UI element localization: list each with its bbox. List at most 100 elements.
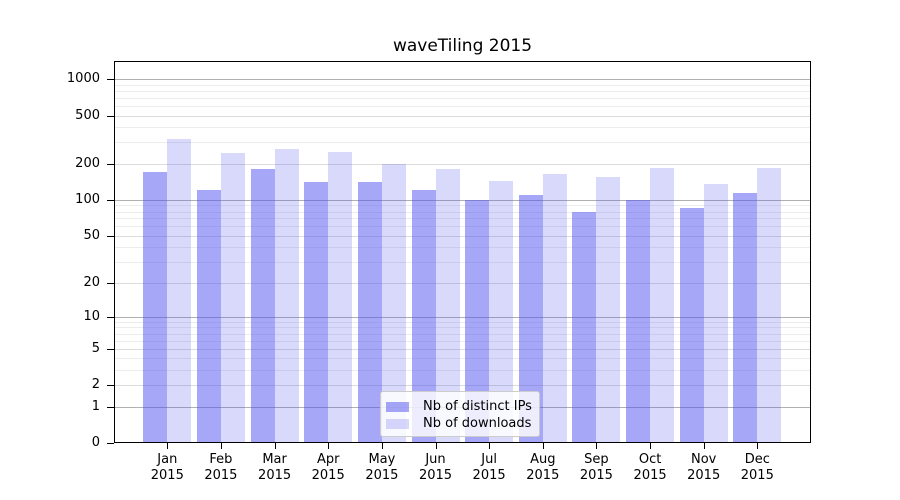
gridline-y-900 — [115, 84, 810, 86]
bar-nov-distinct-ips — [679, 208, 704, 442]
bar-mar-distinct-ips — [250, 169, 275, 442]
chart-title: waveTiling 2015 — [392, 36, 533, 56]
gridline-y-1000 — [115, 79, 810, 80]
y-tick-label-1000: 1000 — [66, 71, 100, 86]
gridline-y-90 — [115, 205, 810, 207]
x-tick-label-jul: Jul 2015 — [472, 452, 506, 483]
y-tick-label-2: 2 — [91, 377, 100, 393]
x-tick-label-jan: Jan 2015 — [150, 452, 184, 483]
y-tick-100 — [107, 199, 114, 201]
bar-aug-downloads — [542, 173, 567, 442]
x-tick-label-jun: Jun 2015 — [418, 452, 453, 483]
gridline-y-100 — [115, 199, 810, 201]
gridline-y-2 — [115, 385, 810, 387]
legend-entry-downloads: Nb of downloads — [386, 415, 531, 432]
x-tick-oct — [650, 443, 652, 449]
bar-nov-downloads — [703, 184, 728, 442]
x-tick-jul — [489, 443, 491, 449]
y-tick-label-20: 20 — [83, 274, 100, 290]
x-tick-dec — [757, 443, 759, 449]
legend: Nb of distinct IPs Nb of downloads — [380, 391, 540, 437]
bar-dec-distinct-ips — [733, 192, 758, 442]
y-tick-label-100: 100 — [75, 191, 100, 207]
bar-may-distinct-ips — [357, 182, 382, 442]
x-tick-label-aug: Aug 2015 — [526, 452, 560, 483]
x-tick-label-sep: Sep 2015 — [579, 452, 613, 483]
x-tick-label-mar: Mar 2015 — [258, 452, 292, 483]
x-tick-apr — [328, 443, 330, 449]
x-tick-nov — [703, 443, 705, 449]
x-tick-feb — [220, 443, 222, 449]
x-tick-label-oct: Oct 2015 — [633, 452, 667, 483]
y-tick-50 — [107, 235, 114, 237]
gridline-y-10 — [115, 316, 810, 318]
y-tick-label-1: 1 — [91, 398, 100, 414]
y-tick-label-500: 500 — [75, 107, 100, 123]
legend-label-downloads: Nb of downloads — [423, 416, 532, 431]
gridline-y-600 — [115, 105, 810, 107]
x-tick-mar — [274, 443, 276, 449]
gridline-y-6 — [115, 340, 810, 342]
gridline-y-4 — [115, 358, 810, 360]
x-tick-jun — [435, 443, 437, 449]
bar-oct-distinct-ips — [626, 199, 651, 442]
plot-area — [114, 61, 811, 443]
y-tick-10 — [107, 316, 114, 318]
gridline-y-3 — [115, 370, 810, 371]
y-tick-label-50: 50 — [83, 227, 100, 243]
gridline-y-60 — [115, 226, 810, 228]
x-tick-sep — [596, 443, 598, 449]
x-tick-aug — [542, 443, 544, 449]
bar-apr-distinct-ips — [304, 182, 329, 442]
gridline-y-700 — [115, 97, 810, 99]
y-tick-1000 — [107, 79, 114, 80]
y-tick-label-200: 200 — [75, 155, 100, 171]
gridline-y-400 — [115, 127, 810, 129]
bar-dec-downloads — [757, 167, 782, 442]
gridline-y-30 — [115, 262, 810, 264]
y-tick-20 — [107, 282, 114, 284]
legend-swatch-downloads — [386, 418, 409, 429]
gridline-y-50 — [115, 235, 810, 237]
bar-oct-downloads — [650, 167, 675, 442]
gridline-y-500 — [115, 115, 810, 117]
bar-feb-distinct-ips — [196, 190, 221, 442]
y-tick-5 — [107, 348, 114, 350]
bar-sep-downloads — [596, 177, 621, 442]
gridline-y-70 — [115, 218, 810, 220]
x-tick-jan — [167, 443, 169, 449]
bar-mar-downloads — [274, 148, 299, 442]
bar-feb-downloads — [220, 153, 245, 442]
y-tick-0 — [107, 442, 114, 444]
gridline-y-800 — [115, 90, 810, 92]
legend-label-distinct-ips: Nb of distinct IPs — [423, 399, 532, 414]
bar-jan-distinct-ips — [143, 172, 168, 442]
x-tick-label-dec: Dec 2015 — [740, 452, 774, 483]
gridline-y-200 — [115, 163, 810, 165]
gridline-y-8 — [115, 327, 810, 329]
y-tick-label-5: 5 — [91, 340, 100, 356]
gridline-y-7 — [115, 333, 810, 335]
legend-entry-distinct-ips: Nb of distinct IPs — [386, 398, 532, 415]
bar-sep-distinct-ips — [572, 211, 597, 442]
gridline-y-300 — [115, 142, 810, 144]
y-tick-label-0: 0 — [91, 434, 100, 450]
x-tick-label-feb: Feb 2015 — [204, 452, 238, 483]
x-tick-may — [381, 443, 383, 449]
x-tick-label-nov: Nov 2015 — [687, 452, 721, 483]
y-tick-2 — [107, 385, 114, 387]
gridline-y-9 — [115, 321, 810, 323]
bar-apr-downloads — [328, 151, 353, 442]
x-tick-label-apr: Apr 2015 — [311, 452, 345, 483]
y-tick-200 — [107, 163, 114, 165]
x-tick-label-may: May 2015 — [365, 452, 399, 483]
y-tick-1 — [107, 406, 114, 408]
bar-jan-downloads — [167, 139, 192, 442]
y-tick-label-10: 10 — [83, 308, 100, 324]
legend-swatch-distinct-ips — [386, 401, 409, 412]
y-tick-500 — [107, 115, 114, 117]
gridline-y-80 — [115, 211, 810, 213]
gridline-y-5 — [115, 348, 810, 350]
gridline-y-40 — [115, 247, 810, 249]
